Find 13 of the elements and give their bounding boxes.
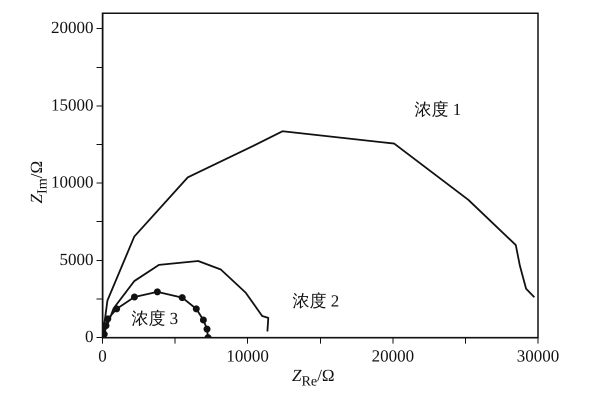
series-label: 浓度 2 [292, 291, 340, 310]
x-tick-label: 20000 [372, 346, 414, 366]
y-tick-label: 15000 [51, 95, 94, 114]
x-axis-title: Z$_{Re}$/Ω [292, 366, 335, 390]
y-tick-label: 20000 [51, 18, 94, 38]
y-tick-label: 5000 [60, 250, 94, 269]
series-label: 浓度 1 [414, 100, 462, 119]
y-tick-label: 0 [85, 327, 94, 346]
x-tick-label: 10000 [226, 346, 269, 366]
series-label: 浓度 3 [131, 309, 178, 328]
x-tick-label: 30000 [516, 346, 560, 366]
y-tick-label: 10000 [51, 172, 94, 192]
x-tick-label: 0 [98, 346, 107, 366]
